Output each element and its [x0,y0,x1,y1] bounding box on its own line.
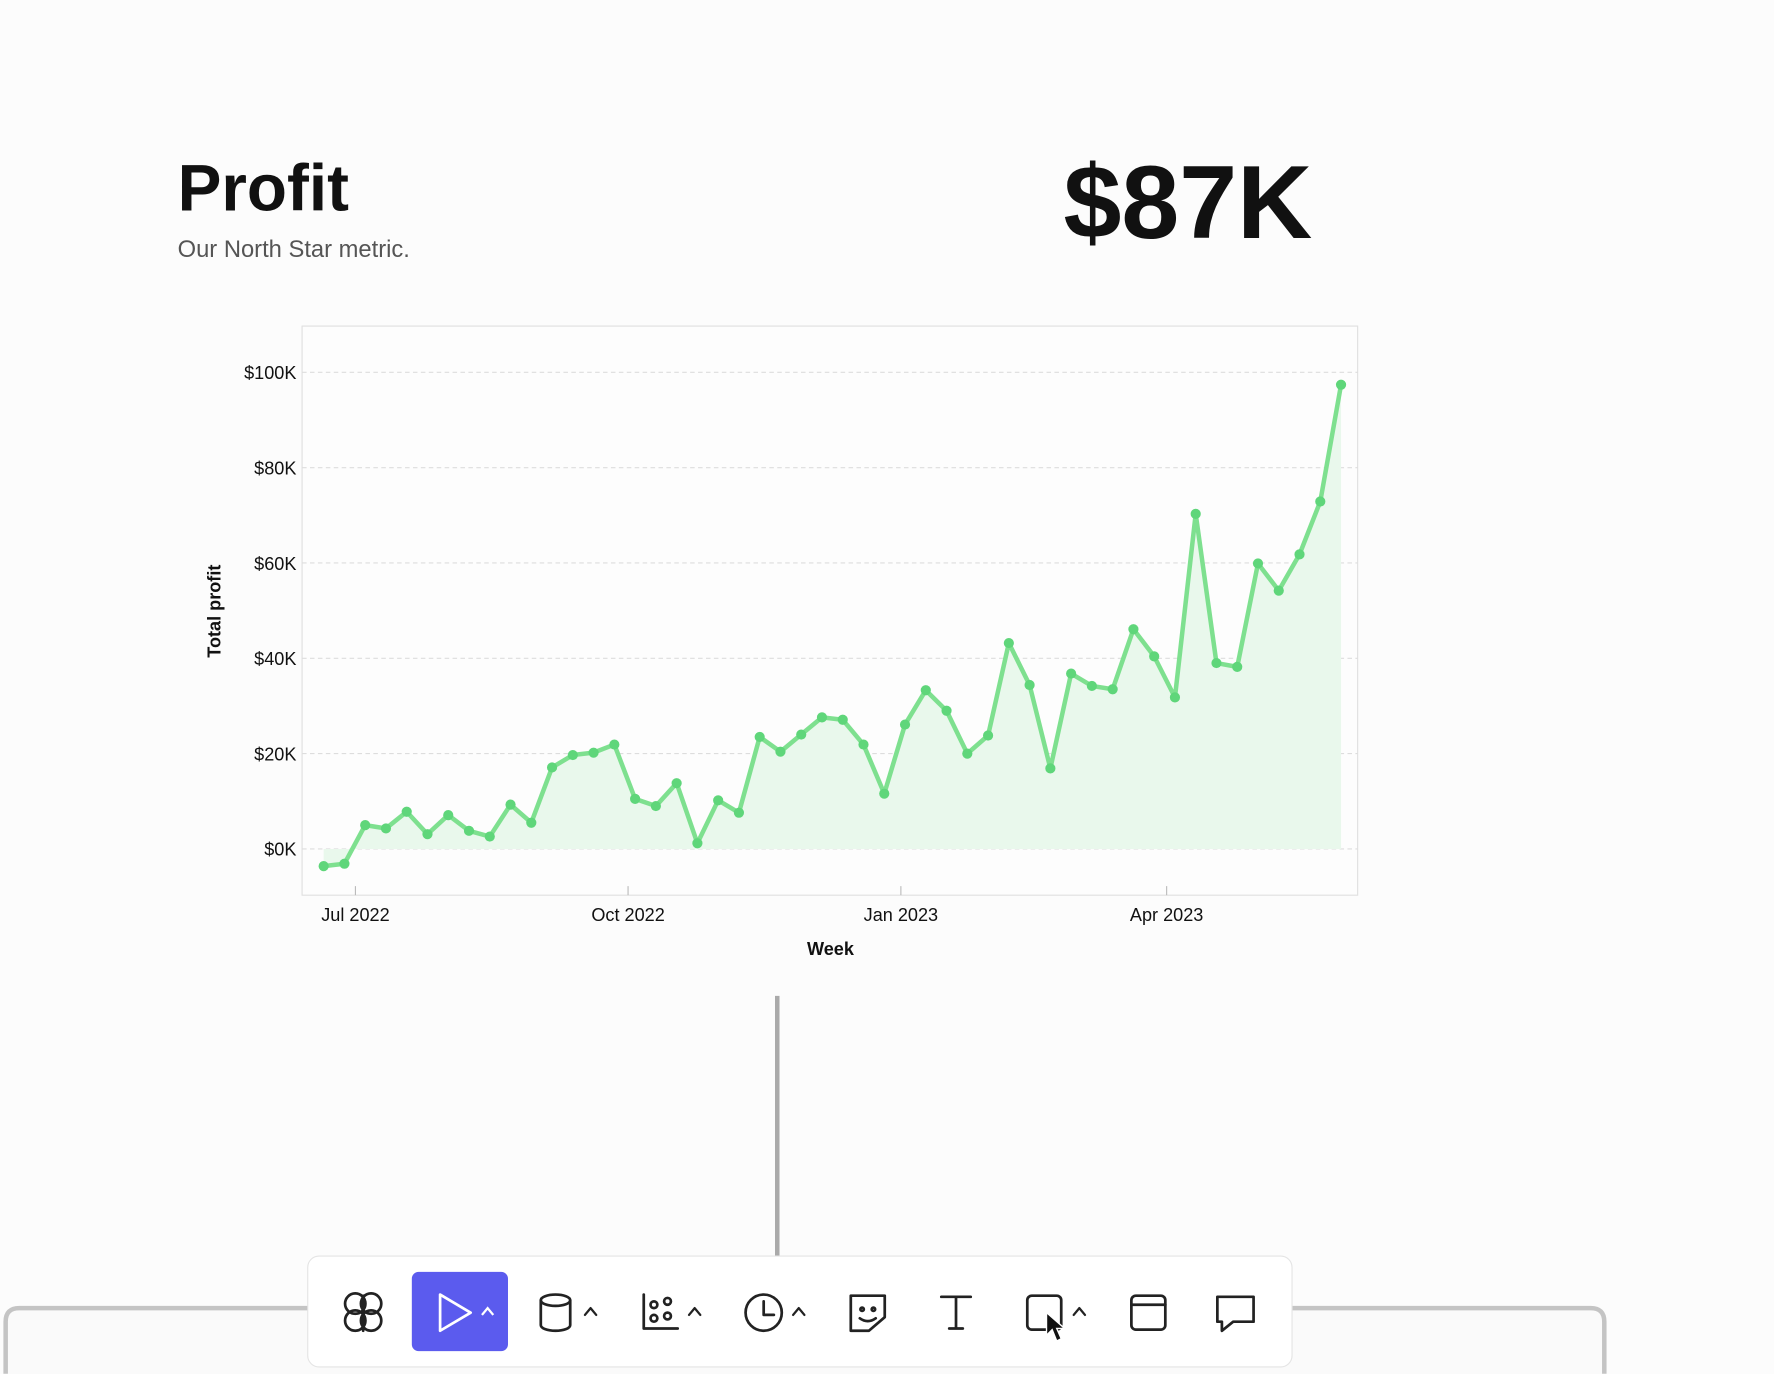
x-tick-label: Jan 2023 [864,905,938,925]
cursor [1045,1311,1067,1342]
point [1086,680,1097,692]
y-tick-label: $100K [244,363,296,383]
time-button[interactable] [744,1293,806,1333]
area [323,384,1342,867]
point [754,731,765,743]
point [401,806,412,817]
point [1232,661,1243,672]
title: Profit [178,152,349,225]
y-tick-label: $40K [254,649,296,669]
select-icon [438,1293,473,1333]
point [526,817,537,828]
point [463,825,475,836]
select-caret[interactable] [481,1306,495,1316]
point [1169,692,1181,703]
point [609,739,620,750]
point [422,829,433,840]
text-button[interactable] [939,1295,973,1330]
point [630,793,641,804]
point [484,831,495,842]
y-axis-label: Total profit [205,565,225,658]
point [1128,624,1139,635]
point [443,810,454,821]
point [671,778,682,789]
point [837,714,848,725]
point [318,861,329,872]
chart: $0K $20K $40K $60K $80K $100K Jul 2022 Oct 2022… [244,363,1358,925]
point [879,788,890,799]
y-tick-label: $80K [254,458,296,478]
point [1024,679,1035,691]
point [1190,508,1201,519]
point [1107,684,1118,695]
point [899,719,911,730]
chart-button[interactable] [642,1293,702,1330]
point [505,799,516,810]
x-tick-label: Apr 2023 [1130,905,1203,925]
toolbar-bg [307,1255,1293,1368]
point [1045,763,1056,774]
subtitle: Our North Star metric. [178,236,410,263]
point [982,730,994,741]
point [962,748,973,759]
comment-button[interactable] [1216,1295,1255,1333]
point [650,800,661,812]
frame-button[interactable] [1130,1294,1167,1331]
point [1211,657,1222,669]
data-button[interactable] [539,1293,598,1333]
point [360,820,371,831]
point [858,739,869,750]
point [796,729,807,740]
point [733,807,745,818]
y-tick-label: $0K [264,840,296,860]
point [1252,558,1264,569]
point [588,747,599,758]
point [567,749,578,761]
point [1335,379,1347,390]
point [1149,651,1160,662]
toolbar [307,1255,1293,1368]
line [323,384,1344,869]
point [380,823,392,834]
point [546,762,558,773]
x-tick-label: Oct 2022 [591,905,664,925]
ai-button[interactable] [343,1292,383,1333]
x-tick-label: Jul 2022 [321,905,389,925]
point [339,858,350,869]
point [1315,496,1326,507]
select-button[interactable] [411,1271,508,1352]
sticky-button[interactable] [849,1294,887,1333]
point [941,705,952,716]
y-tick-label: $20K [254,744,296,764]
point [775,746,786,757]
kpi-value: $87K [1064,145,1313,261]
point [920,685,931,696]
point [713,795,724,806]
point [692,838,703,849]
point [816,712,828,723]
point [1003,637,1014,649]
point [1066,668,1077,679]
y-tick-label: $60K [254,554,296,574]
shape-button[interactable] [1025,1294,1087,1331]
point [1273,585,1284,596]
point [1294,549,1305,560]
x-axis-label: Week [807,939,855,959]
